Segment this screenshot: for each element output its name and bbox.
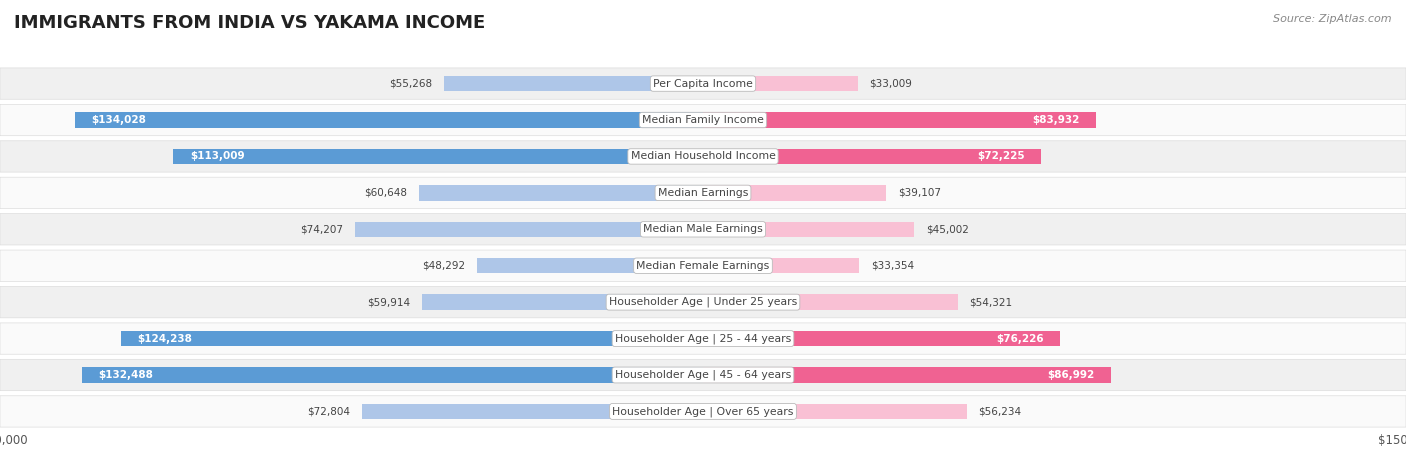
- FancyBboxPatch shape: [0, 141, 1406, 172]
- Text: Householder Age | 25 - 44 years: Householder Age | 25 - 44 years: [614, 333, 792, 344]
- Bar: [422, 295, 703, 310]
- Text: $83,932: $83,932: [1032, 115, 1080, 125]
- Text: $76,226: $76,226: [997, 333, 1043, 344]
- Bar: [703, 404, 966, 419]
- Text: $56,234: $56,234: [979, 406, 1021, 417]
- Text: $45,002: $45,002: [925, 224, 969, 234]
- Text: $134,028: $134,028: [91, 115, 146, 125]
- Bar: [75, 113, 703, 127]
- Bar: [703, 331, 1060, 346]
- Bar: [703, 76, 858, 91]
- FancyBboxPatch shape: [0, 213, 1406, 245]
- Text: Householder Age | 45 - 64 years: Householder Age | 45 - 64 years: [614, 370, 792, 380]
- Text: $33,009: $33,009: [869, 78, 912, 89]
- Bar: [703, 185, 886, 200]
- FancyBboxPatch shape: [0, 177, 1406, 209]
- Text: $55,268: $55,268: [389, 78, 432, 89]
- Bar: [477, 258, 703, 273]
- Bar: [356, 222, 703, 237]
- Bar: [173, 149, 703, 164]
- FancyBboxPatch shape: [0, 286, 1406, 318]
- Text: $59,914: $59,914: [367, 297, 411, 307]
- Text: Median Male Earnings: Median Male Earnings: [643, 224, 763, 234]
- Text: Median Female Earnings: Median Female Earnings: [637, 261, 769, 271]
- Text: $39,107: $39,107: [898, 188, 941, 198]
- Text: Median Household Income: Median Household Income: [630, 151, 776, 162]
- Text: Householder Age | Under 25 years: Householder Age | Under 25 years: [609, 297, 797, 307]
- Bar: [703, 368, 1111, 382]
- Text: $72,804: $72,804: [307, 406, 350, 417]
- Text: Householder Age | Over 65 years: Householder Age | Over 65 years: [612, 406, 794, 417]
- FancyBboxPatch shape: [0, 104, 1406, 136]
- Text: $113,009: $113,009: [190, 151, 245, 162]
- Bar: [703, 258, 859, 273]
- Bar: [82, 368, 703, 382]
- Bar: [419, 185, 703, 200]
- Text: $54,321: $54,321: [969, 297, 1012, 307]
- Text: $60,648: $60,648: [364, 188, 408, 198]
- Bar: [703, 295, 957, 310]
- Bar: [703, 149, 1042, 164]
- Bar: [361, 404, 703, 419]
- Bar: [703, 113, 1097, 127]
- Text: $86,992: $86,992: [1047, 370, 1094, 380]
- Text: Median Earnings: Median Earnings: [658, 188, 748, 198]
- Text: $132,488: $132,488: [98, 370, 153, 380]
- FancyBboxPatch shape: [0, 68, 1406, 99]
- Text: Per Capita Income: Per Capita Income: [652, 78, 754, 89]
- Text: $33,354: $33,354: [872, 261, 914, 271]
- FancyBboxPatch shape: [0, 250, 1406, 282]
- Text: $72,225: $72,225: [977, 151, 1025, 162]
- Text: $124,238: $124,238: [138, 333, 193, 344]
- FancyBboxPatch shape: [0, 359, 1406, 391]
- Bar: [121, 331, 703, 346]
- Bar: [444, 76, 703, 91]
- Bar: [703, 222, 914, 237]
- FancyBboxPatch shape: [0, 396, 1406, 427]
- Text: Source: ZipAtlas.com: Source: ZipAtlas.com: [1274, 14, 1392, 24]
- Text: $74,207: $74,207: [301, 224, 343, 234]
- Text: $48,292: $48,292: [422, 261, 465, 271]
- Text: Median Family Income: Median Family Income: [643, 115, 763, 125]
- FancyBboxPatch shape: [0, 323, 1406, 354]
- Text: IMMIGRANTS FROM INDIA VS YAKAMA INCOME: IMMIGRANTS FROM INDIA VS YAKAMA INCOME: [14, 14, 485, 32]
